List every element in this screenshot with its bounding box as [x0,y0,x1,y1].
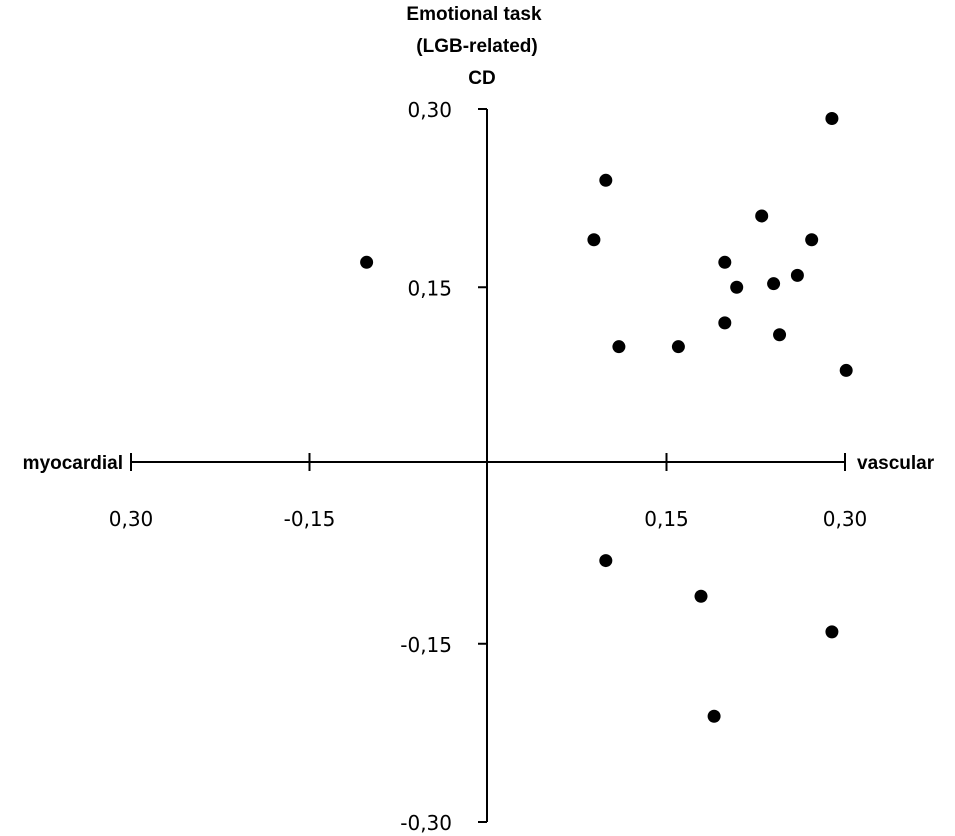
x-tick-label: 0,30 [109,507,154,531]
y-tick-label: -0,15 [400,633,452,657]
data-point [825,112,839,126]
data-point [825,625,839,639]
data-point [671,340,685,354]
data-point [599,554,613,568]
chart-title: Emotional task (LGB-related) CD [406,4,542,89]
data-point [839,363,853,377]
y-tick-labels: 0,30 0,15 -0,15 -0,30 [400,98,452,835]
data-point [612,340,626,354]
data-point [773,328,787,342]
y-tick-label: 0,30 [407,98,452,122]
x-tick-label: 0,15 [644,507,689,531]
data-point [694,589,708,603]
chart-title-line-2: (LGB-related) [416,36,537,57]
x-axis-label-left: myocardial [23,453,123,474]
data-point [718,255,732,269]
data-point [718,316,732,330]
data-point [599,173,613,187]
x-tick-labels: 0,30 -0,15 0,15 0,30 [109,507,868,531]
y-tick-label: 0,15 [407,276,452,300]
data-point [707,709,721,723]
x-ticks [130,453,846,471]
data-point [730,280,744,294]
y-tick-label: -0,30 [400,811,452,835]
x-tick-label: -0,15 [284,507,336,531]
chart-title-line-3: CD [468,68,495,89]
data-point [755,209,769,223]
data-point [767,277,781,291]
data-point [360,255,374,269]
chart-title-line-1: Emotional task [406,4,542,25]
data-points [360,112,853,723]
y-ticks [478,108,487,823]
x-tick-label: 0,30 [823,507,868,531]
data-point [587,233,601,247]
x-axis-label-right: vascular [857,453,935,474]
data-point [790,268,804,282]
data-point [805,233,819,247]
